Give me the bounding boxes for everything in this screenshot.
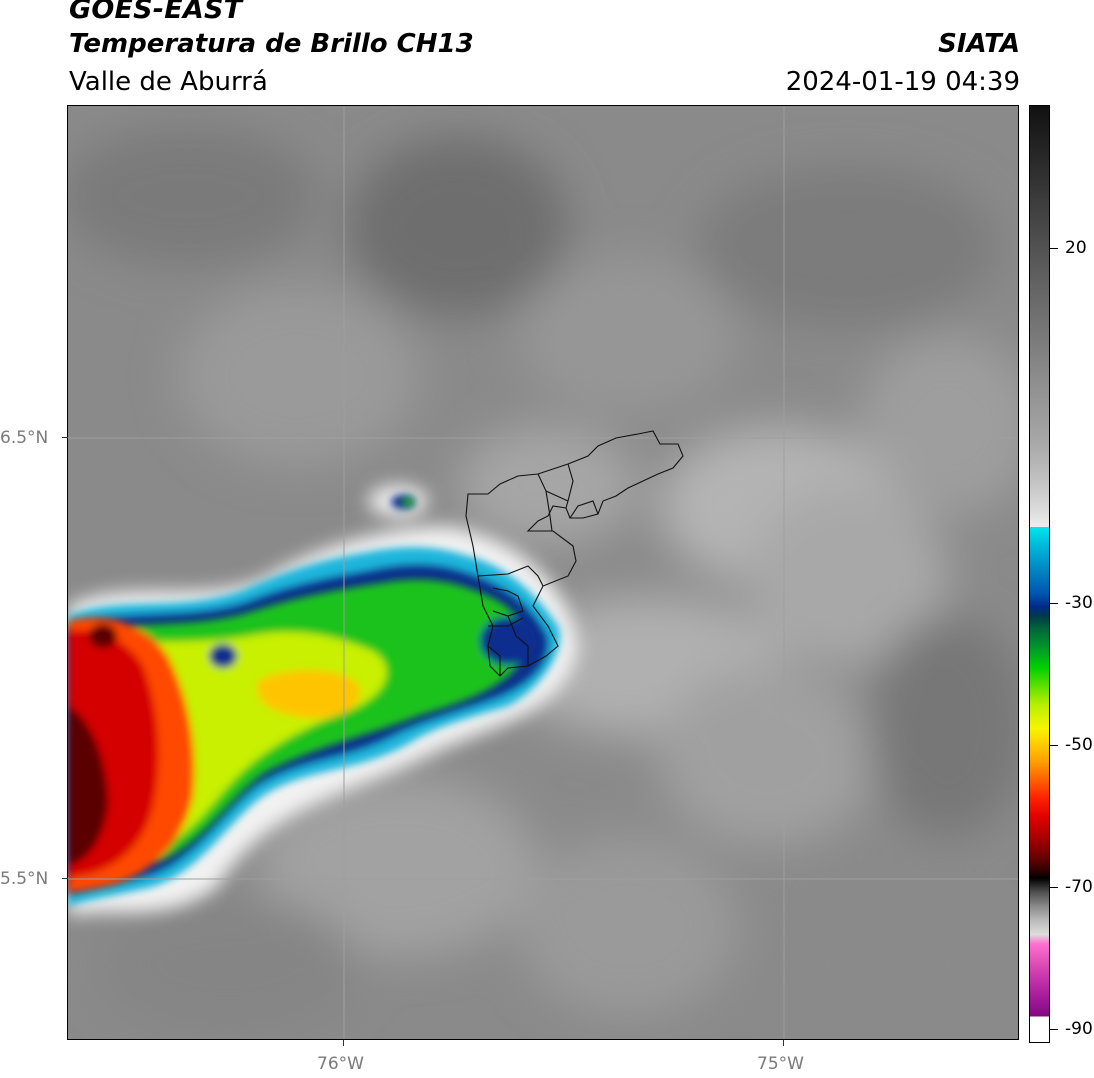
colorbar-label: -30	[1065, 593, 1093, 613]
colorbar-tick	[1050, 1029, 1058, 1030]
colorbar-tick	[1050, 248, 1058, 249]
lon-tick	[783, 1040, 784, 1046]
lat-tick	[62, 437, 68, 438]
municipal-boundaries	[465, 430, 684, 677]
temperature-colorbar	[1029, 105, 1050, 1043]
timestamp-label: 2024-01-19 04:39	[785, 67, 1020, 97]
graticule	[68, 106, 1018, 1039]
product-subtitle: Temperatura de Brillo CH13	[69, 29, 474, 59]
region-label: Valle de Aburrá	[69, 67, 268, 97]
lat-label: 6.5°N	[0, 428, 49, 448]
lat-tick	[62, 878, 68, 879]
colorbar-tick	[1050, 745, 1058, 746]
satellite-map	[67, 105, 1019, 1040]
colorbar-label: 20	[1065, 238, 1087, 258]
colorbar-tick	[1050, 603, 1058, 604]
cloud-texture	[68, 126, 1018, 1036]
colorbar-tick	[1050, 887, 1058, 888]
colorbar-label: -50	[1065, 735, 1093, 755]
product-title: GOES-EAST	[69, 0, 243, 25]
lon-label: 76°W	[317, 1054, 364, 1074]
lon-label: 75°W	[757, 1054, 804, 1074]
colorbar-label: -90	[1065, 1019, 1093, 1039]
colorbar-label: -70	[1065, 877, 1093, 897]
lon-tick	[343, 1040, 344, 1046]
org-label: SIATA	[938, 29, 1020, 59]
lat-label: 5.5°N	[0, 869, 49, 889]
